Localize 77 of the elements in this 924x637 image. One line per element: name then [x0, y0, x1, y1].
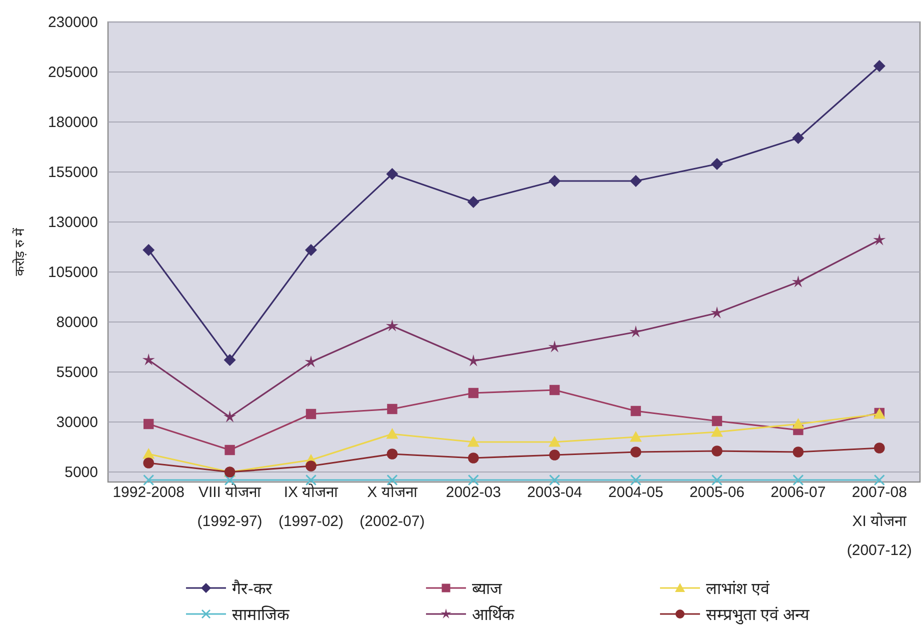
point: [630, 325, 642, 338]
y-axis-title: करोड़ रु में: [12, 228, 27, 276]
x-tick-label: VIII योजना (1992-97): [197, 483, 262, 530]
y-tick-label: 30000: [56, 414, 98, 431]
point: [548, 340, 561, 352]
point: [386, 428, 398, 439]
x-tick-label: 2006-07: [770, 484, 826, 501]
y-tick-label: 130000: [48, 214, 98, 231]
x-tick-label: X योजना (2002-07): [360, 483, 425, 530]
x-tick-label: 1992-2008: [112, 484, 184, 501]
point: [712, 416, 722, 426]
point: [710, 306, 724, 318]
x-tick-label: IX योजना (1997-02): [278, 483, 344, 530]
legend-label: गैर-कर: [232, 579, 272, 598]
point: [873, 60, 886, 72]
point: [549, 450, 560, 460]
point: [711, 426, 723, 437]
point: [792, 132, 804, 144]
point: [468, 452, 479, 464]
legend-label: ब्याज: [472, 581, 503, 598]
point: [224, 410, 236, 422]
point: [306, 460, 316, 472]
point: [792, 275, 804, 288]
point: [550, 384, 560, 396]
x-tick-label: 2005-06: [689, 484, 745, 501]
x-tick-label: 2003-04: [527, 484, 582, 501]
point: [467, 436, 480, 447]
point: [467, 354, 480, 366]
point: [468, 388, 478, 398]
point: [143, 458, 154, 468]
y-tick-label: 180000: [48, 114, 98, 131]
point: [549, 474, 560, 486]
point: [548, 175, 561, 187]
point: [144, 418, 154, 430]
x-tick-label: 2002-03: [446, 484, 501, 501]
point: [792, 418, 804, 429]
legend-label: आर्थिक: [472, 605, 515, 624]
y-tick-label: 230000: [48, 14, 98, 31]
point: [630, 474, 642, 486]
y-tick-label: 55000: [56, 364, 98, 381]
legend-label: लाभांश एवं: [706, 580, 770, 598]
point: [874, 442, 885, 454]
point: [386, 319, 398, 332]
legend-label: सामाजिक: [232, 605, 290, 624]
point: [305, 244, 317, 256]
point: [711, 158, 723, 170]
point: [386, 168, 398, 180]
x-tick-label: 2004-05: [608, 484, 664, 501]
point: [792, 446, 804, 458]
point: [712, 446, 722, 456]
point: [467, 196, 480, 208]
point: [630, 406, 641, 416]
point: [224, 354, 236, 366]
point: [630, 431, 642, 442]
point: [386, 448, 398, 460]
y-tick-label: 5000: [64, 464, 98, 481]
point: [792, 474, 804, 486]
y-tick-label: 105000: [48, 264, 98, 281]
point: [468, 474, 479, 486]
point: [873, 233, 886, 246]
y-tick-label: 155000: [48, 164, 98, 181]
point: [224, 444, 235, 456]
y-tick-label: 80000: [56, 314, 98, 331]
legend-label: सम्प्रभुता एवं अन्य: [706, 606, 810, 625]
point: [143, 474, 154, 486]
y-tick-label: 205000: [48, 64, 98, 81]
point: [142, 353, 155, 366]
point: [387, 404, 398, 414]
point: [306, 408, 316, 420]
point: [711, 474, 723, 486]
x-tick-label: 2007-08 XI योजना (2007-12): [846, 484, 912, 559]
point: [304, 355, 318, 368]
point: [142, 244, 155, 256]
point: [630, 446, 642, 458]
point: [630, 175, 642, 187]
point: [548, 436, 561, 447]
point: [874, 474, 885, 486]
